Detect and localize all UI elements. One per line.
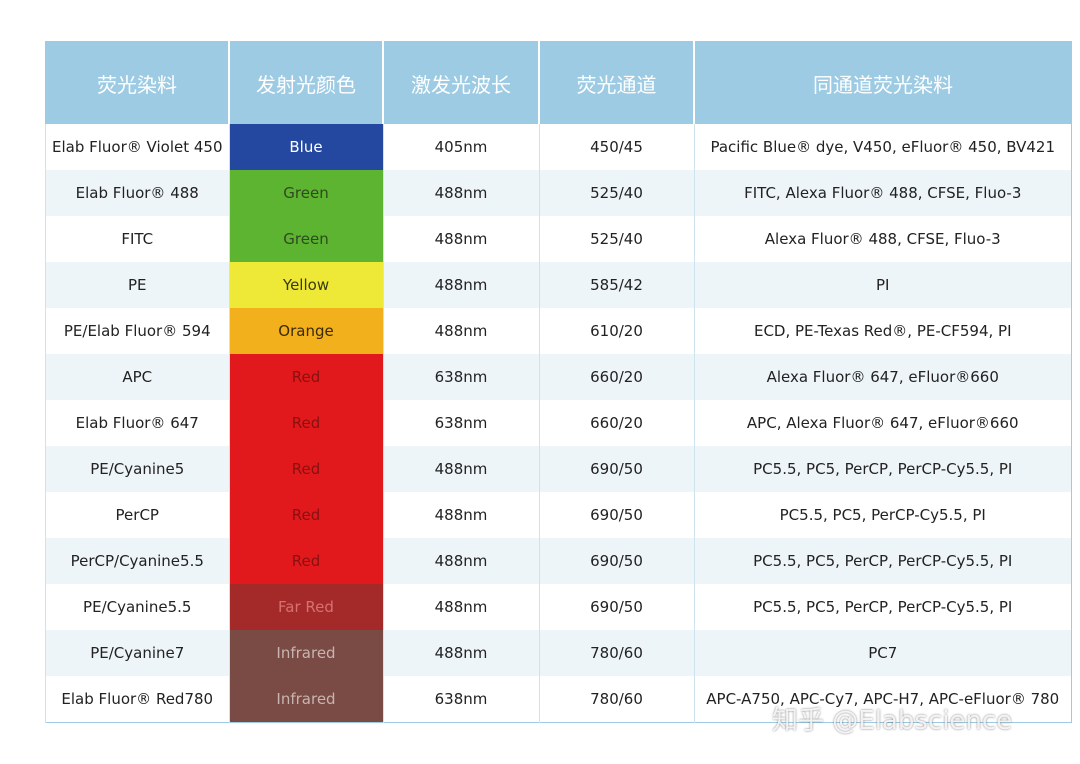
table-row: PerCP/Cyanine5.5 Red 488nm 690/50 PC5.5, PC5… xyxy=(45,538,1072,584)
table-cell: PerCP/Cyanine5.5 xyxy=(45,538,229,584)
column-header: 荧光染料 xyxy=(45,41,229,124)
table-row: PE/Cyanine7 Infrared 488nm 780/60 PC7 xyxy=(45,630,1072,676)
table-cell: Elab Fluor® 647 xyxy=(45,400,229,446)
table-cell: Elab Fluor® Red780 xyxy=(45,676,229,723)
table-cell: 780/60 xyxy=(538,630,694,676)
column-header: 荧光通道 xyxy=(538,41,694,124)
table-cell: 690/50 xyxy=(538,492,694,538)
table-cell: PE/Cyanine7 xyxy=(45,630,229,676)
emission-color-cell: Yellow xyxy=(228,262,383,308)
table-cell: PI xyxy=(693,262,1072,308)
table-cell: 525/40 xyxy=(538,216,694,262)
table-row: Elab Fluor® Violet 450 Blue 405nm 450/45 Pac… xyxy=(45,124,1072,170)
table-cell: 660/20 xyxy=(538,400,694,446)
table-cell: 405nm xyxy=(382,124,539,170)
table-cell: 690/50 xyxy=(538,584,694,630)
table-cell: 780/60 xyxy=(538,676,694,723)
table-cell: Pacific Blue® dye, V450, eFluor® 450, BV… xyxy=(693,124,1072,170)
table-cell: 690/50 xyxy=(538,446,694,492)
table-cell: 638nm xyxy=(382,354,539,400)
watermark: 知乎 @Elabscience xyxy=(772,706,1013,736)
table-cell: PE/Elab Fluor® 594 xyxy=(45,308,229,354)
table-row: PE/Cyanine5 Red 488nm 690/50 PC5.5, PC5, Per… xyxy=(45,446,1072,492)
column-header: 激发光波长 xyxy=(382,41,539,124)
table-cell: PC5.5, PC5, PerCP, PerCP-Cy5.5, PI xyxy=(693,538,1072,584)
table-cell: 488nm xyxy=(382,262,539,308)
table-cell: PC5.5, PC5, PerCP, PerCP-Cy5.5, PI xyxy=(693,446,1072,492)
table-cell: APC, Alexa Fluor® 647, eFluor®660 xyxy=(693,400,1072,446)
table-cell: Elab Fluor® Violet 450 xyxy=(45,124,229,170)
emission-color-cell: Green xyxy=(228,170,383,216)
table-row: PE/Cyanine5.5 Far Red 488nm 690/50 PC5.5, PC… xyxy=(45,584,1072,630)
table-cell: 488nm xyxy=(382,446,539,492)
table-cell: 690/50 xyxy=(538,538,694,584)
emission-color-cell: Red xyxy=(228,538,383,584)
emission-color-cell: Orange xyxy=(228,308,383,354)
emission-color-cell: Blue xyxy=(228,124,383,170)
table-cell: FITC xyxy=(45,216,229,262)
table-cell: 488nm xyxy=(382,630,539,676)
table-cell: 525/40 xyxy=(538,170,694,216)
table-cell: ECD, PE-Texas Red®, PE-CF594, PI xyxy=(693,308,1072,354)
emission-color-cell: Green xyxy=(228,216,383,262)
table-cell: APC-A750, APC-Cy7, APC-H7, APC-eFluor® 7… xyxy=(693,676,1072,723)
header-row: 荧光染料 发射光颜色 激发光波长 荧光通道 同通道荧光染料 xyxy=(45,41,1072,124)
table-cell: PE xyxy=(45,262,229,308)
table-cell: PerCP xyxy=(45,492,229,538)
table-cell: 585/42 xyxy=(538,262,694,308)
column-header: 发射光颜色 xyxy=(228,41,383,124)
table-body: Elab Fluor® Violet 450 Blue 405nm 450/45 Pac… xyxy=(45,124,1072,723)
table-row: APC Red 638nm 660/20 Alexa Fluor® 647, eFluo… xyxy=(45,354,1072,400)
table-cell: APC xyxy=(45,354,229,400)
table-cell: PE/Cyanine5 xyxy=(45,446,229,492)
emission-color-cell: Red xyxy=(228,492,383,538)
table-cell: FITC, Alexa Fluor® 488, CFSE, Fluo-3 xyxy=(693,170,1072,216)
table-cell: 638nm xyxy=(382,676,539,723)
column-header: 同通道荧光染料 xyxy=(693,41,1072,124)
table-cell: 660/20 xyxy=(538,354,694,400)
table-row: PerCP Red 488nm 690/50 PC5.5, PC5, PerCP-Cy5… xyxy=(45,492,1072,538)
table-cell: 610/20 xyxy=(538,308,694,354)
table-cell: Alexa Fluor® 647, eFluor®660 xyxy=(693,354,1072,400)
emission-color-cell: Infrared xyxy=(228,676,383,723)
table-cell: PC5.5, PC5, PerCP-Cy5.5, PI xyxy=(693,492,1072,538)
table-cell: 488nm xyxy=(382,308,539,354)
table-cell: 488nm xyxy=(382,584,539,630)
table-cell: PC5.5, PC5, PerCP, PerCP-Cy5.5, PI xyxy=(693,584,1072,630)
table-row: Elab Fluor® Red780 Infrared 638nm 780/60 APC… xyxy=(45,676,1072,723)
emission-color-cell: Red xyxy=(228,400,383,446)
table-cell: PC7 xyxy=(693,630,1072,676)
table-cell: 450/45 xyxy=(538,124,694,170)
dye-table: 荧光染料 发射光颜色 激发光波长 荧光通道 同通道荧光染料 Elab Fluor® Vi… xyxy=(45,41,1072,723)
table-cell: Elab Fluor® 488 xyxy=(45,170,229,216)
table-cell: 488nm xyxy=(382,170,539,216)
table-cell: 488nm xyxy=(382,538,539,584)
table-cell: Alexa Fluor® 488, CFSE, Fluo-3 xyxy=(693,216,1072,262)
table-row: PE/Elab Fluor® 594 Orange 488nm 610/20 ECD, … xyxy=(45,308,1072,354)
table-row: Elab Fluor® 488 Green 488nm 525/40 FITC, Ale… xyxy=(45,170,1072,216)
emission-color-cell: Red xyxy=(228,354,383,400)
table-row: Elab Fluor® 647 Red 638nm 660/20 APC, Alexa … xyxy=(45,400,1072,446)
emission-color-cell: Far Red xyxy=(228,584,383,630)
table-cell: 638nm xyxy=(382,400,539,446)
table-row: PE Yellow 488nm 585/42 PI xyxy=(45,262,1072,308)
table-row: FITC Green 488nm 525/40 Alexa Fluor® 488, CF… xyxy=(45,216,1072,262)
table-cell: 488nm xyxy=(382,216,539,262)
table-cell: 488nm xyxy=(382,492,539,538)
table-cell: PE/Cyanine5.5 xyxy=(45,584,229,630)
emission-color-cell: Infrared xyxy=(228,630,383,676)
emission-color-cell: Red xyxy=(228,446,383,492)
